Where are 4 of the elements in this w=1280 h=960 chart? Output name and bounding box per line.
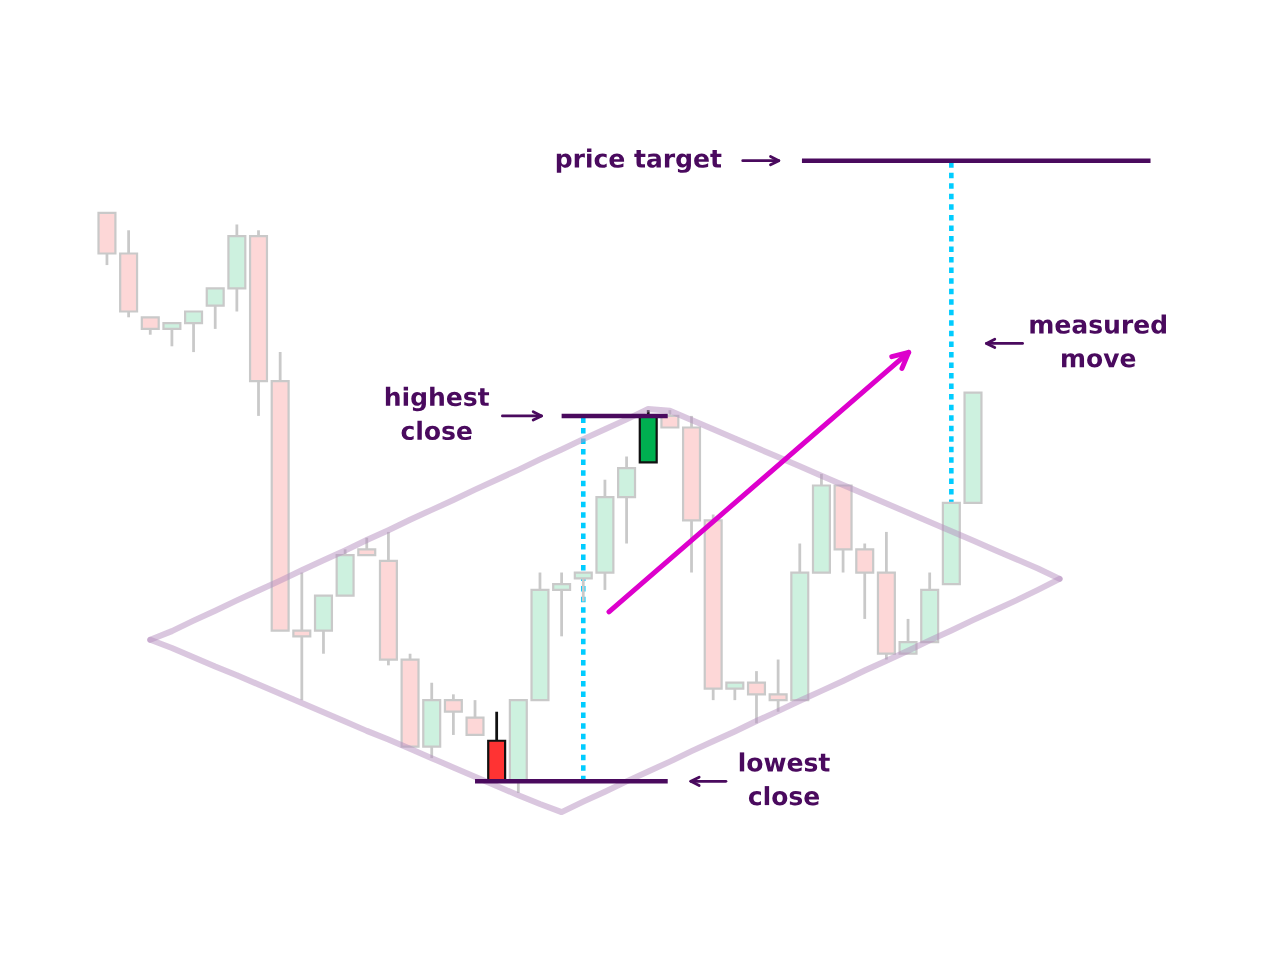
ref-line-label: lowest close (739, 752, 830, 806)
ref-line-label: price target (556, 148, 722, 173)
annotation: measured move (1030, 314, 1166, 368)
ref-line-label: highest close (385, 386, 490, 441)
